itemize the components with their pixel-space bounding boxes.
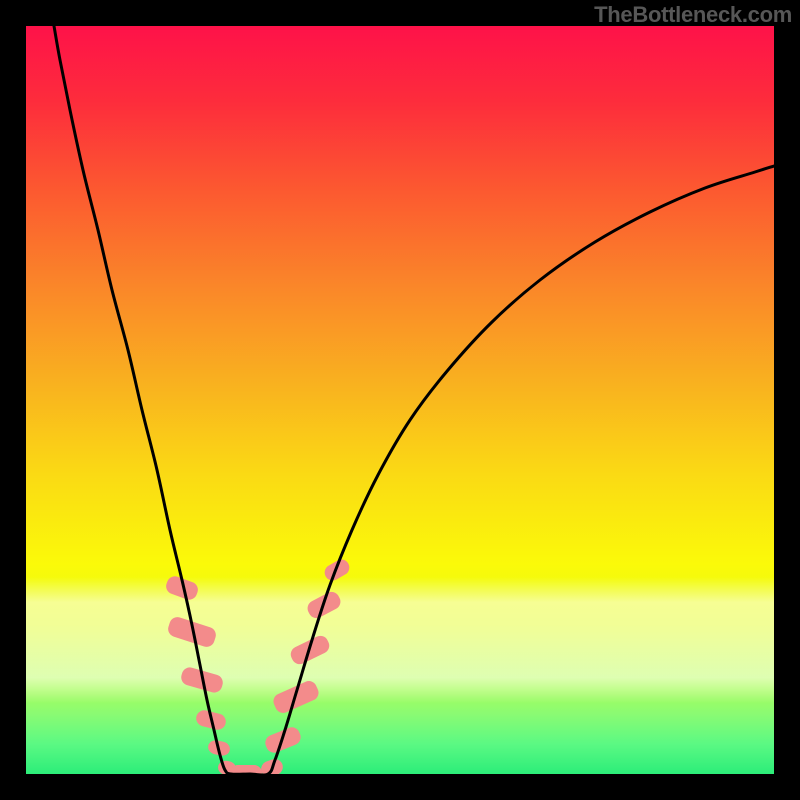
chart-container: TheBottleneck.com [0,0,800,800]
watermark-text: TheBottleneck.com [594,2,792,28]
chart-svg [0,0,800,800]
